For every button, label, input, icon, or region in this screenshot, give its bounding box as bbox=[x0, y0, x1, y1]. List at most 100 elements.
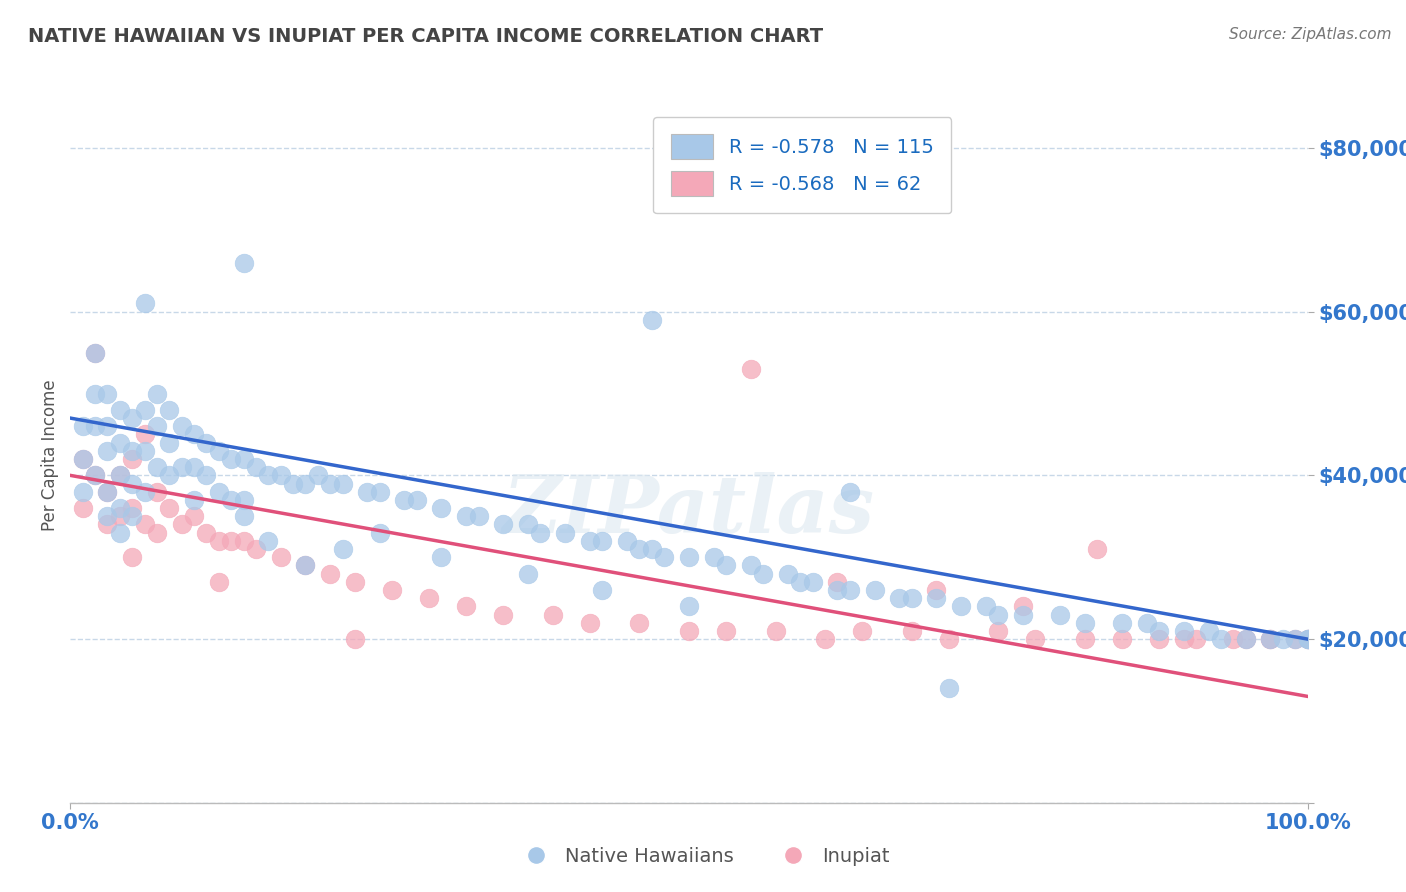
Point bbox=[467, 509, 489, 524]
Point bbox=[492, 607, 515, 622]
Point bbox=[146, 419, 169, 434]
Point bbox=[294, 558, 316, 573]
Point bbox=[456, 509, 478, 524]
Point bbox=[183, 460, 205, 475]
Point bbox=[1296, 632, 1319, 646]
Point bbox=[987, 607, 1010, 622]
Point bbox=[72, 484, 94, 499]
Point bbox=[1074, 632, 1097, 646]
Point bbox=[294, 558, 316, 573]
Point bbox=[84, 345, 107, 359]
Point bbox=[183, 509, 205, 524]
Point bbox=[157, 468, 180, 483]
Point bbox=[108, 501, 131, 516]
Point bbox=[1012, 607, 1035, 622]
Point bbox=[96, 419, 118, 434]
Point bbox=[1147, 632, 1170, 646]
Point bbox=[740, 558, 762, 573]
Point bbox=[925, 582, 948, 597]
Point bbox=[838, 582, 860, 597]
Point bbox=[1012, 599, 1035, 614]
Point bbox=[554, 525, 576, 540]
Point bbox=[134, 296, 156, 310]
Point bbox=[134, 443, 156, 458]
Point bbox=[72, 419, 94, 434]
Point bbox=[96, 484, 118, 499]
Point bbox=[96, 517, 118, 532]
Point bbox=[938, 681, 960, 696]
Point bbox=[1234, 632, 1257, 646]
Point bbox=[652, 550, 675, 565]
Point bbox=[157, 435, 180, 450]
Point bbox=[84, 386, 107, 401]
Point bbox=[84, 468, 107, 483]
Point bbox=[517, 517, 540, 532]
Point bbox=[950, 599, 973, 614]
Point bbox=[208, 574, 231, 589]
Point bbox=[195, 435, 218, 450]
Point bbox=[765, 624, 787, 638]
Text: ZIPatlas: ZIPatlas bbox=[503, 472, 875, 549]
Point bbox=[1222, 632, 1244, 646]
Point bbox=[208, 484, 231, 499]
Point bbox=[1085, 542, 1108, 557]
Point bbox=[219, 533, 242, 548]
Point bbox=[430, 550, 453, 565]
Point bbox=[219, 492, 242, 507]
Point bbox=[72, 452, 94, 467]
Y-axis label: Per Capita Income: Per Capita Income bbox=[41, 379, 59, 531]
Point bbox=[368, 484, 391, 499]
Point bbox=[1049, 607, 1071, 622]
Point bbox=[84, 345, 107, 359]
Point bbox=[96, 386, 118, 401]
Point bbox=[84, 419, 107, 434]
Point bbox=[257, 533, 280, 548]
Point bbox=[863, 582, 886, 597]
Point bbox=[121, 443, 143, 458]
Point bbox=[1147, 624, 1170, 638]
Point bbox=[134, 484, 156, 499]
Point bbox=[591, 533, 613, 548]
Point bbox=[134, 517, 156, 532]
Point bbox=[294, 476, 316, 491]
Point bbox=[1260, 632, 1282, 646]
Point bbox=[183, 427, 205, 442]
Point bbox=[121, 411, 143, 425]
Text: Source: ZipAtlas.com: Source: ZipAtlas.com bbox=[1229, 27, 1392, 42]
Point bbox=[208, 443, 231, 458]
Point bbox=[1234, 632, 1257, 646]
Point bbox=[170, 460, 193, 475]
Point bbox=[108, 468, 131, 483]
Point bbox=[541, 607, 564, 622]
Point bbox=[232, 452, 254, 467]
Point bbox=[827, 582, 849, 597]
Point bbox=[232, 533, 254, 548]
Point bbox=[1296, 632, 1319, 646]
Point bbox=[492, 517, 515, 532]
Point bbox=[183, 492, 205, 507]
Point bbox=[703, 550, 725, 565]
Point bbox=[1185, 632, 1208, 646]
Point bbox=[195, 525, 218, 540]
Point bbox=[368, 525, 391, 540]
Point bbox=[851, 624, 873, 638]
Point bbox=[281, 476, 304, 491]
Point bbox=[146, 484, 169, 499]
Point bbox=[418, 591, 440, 606]
Point bbox=[430, 501, 453, 516]
Point bbox=[319, 566, 342, 581]
Point bbox=[121, 501, 143, 516]
Point bbox=[96, 484, 118, 499]
Point bbox=[900, 591, 922, 606]
Point bbox=[219, 452, 242, 467]
Point bbox=[579, 533, 602, 548]
Point bbox=[628, 615, 651, 630]
Point bbox=[591, 582, 613, 597]
Point bbox=[394, 492, 416, 507]
Point bbox=[1260, 632, 1282, 646]
Point bbox=[108, 403, 131, 417]
Point bbox=[108, 525, 131, 540]
Point bbox=[134, 427, 156, 442]
Point bbox=[517, 566, 540, 581]
Point bbox=[84, 468, 107, 483]
